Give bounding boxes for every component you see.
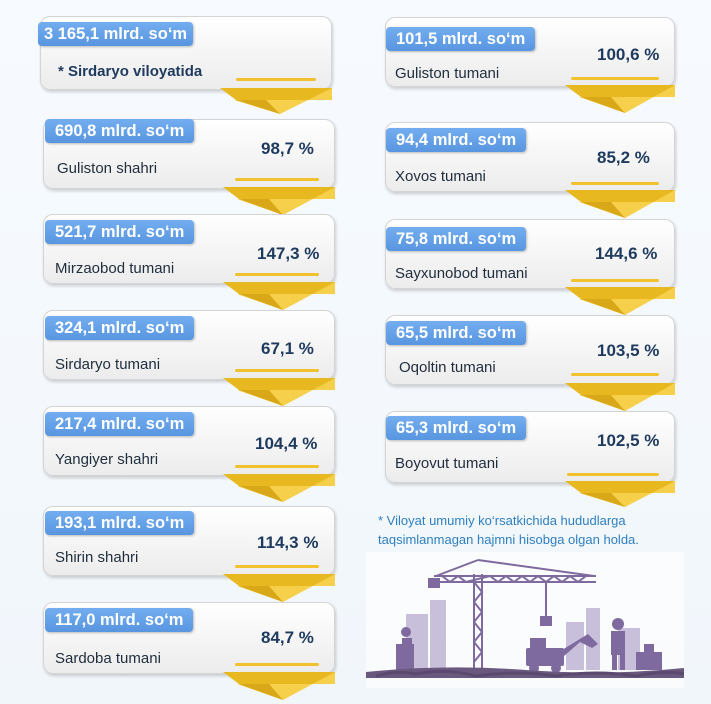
region-name: Sirdaryo tumani bbox=[55, 356, 161, 373]
ribbon-line bbox=[235, 273, 319, 276]
footnote-text: * Viloyat umumiy ko‘rsatkichida hududlar… bbox=[378, 513, 639, 547]
region-card-mirzaobod-tumani: 521,7 mlrd. so‘m Mirzaobod tumani 147,3 … bbox=[43, 214, 335, 310]
ribbon-decoration bbox=[223, 187, 335, 215]
region-card-sirdaryo-tumani: 324,1 mlrd. so‘m Sirdaryo tumani 67,1 % bbox=[43, 310, 335, 406]
region-amount: 690,8 mlrd. so‘m bbox=[45, 119, 195, 143]
region-name: Sardoba tumani bbox=[55, 650, 161, 667]
ribbon-decoration bbox=[223, 574, 335, 602]
total-amount: 3 165,1 mlrd. so‘m bbox=[38, 22, 194, 46]
region-percent: 85,2 % bbox=[597, 148, 650, 167]
ribbon-line bbox=[235, 465, 319, 468]
ribbon-line bbox=[571, 77, 659, 80]
region-card-oqoltin-tumani: 65,5 mlrd. so‘m Oqoltin tumani 103,5 % bbox=[385, 315, 677, 411]
region-name: Yangiyer shahri bbox=[55, 451, 159, 468]
region-card-guliston-tumani: 101,5 mlrd. so‘m Guliston tumani 100,6 % bbox=[385, 17, 677, 113]
region-name: Guliston shahri bbox=[57, 160, 158, 177]
region-card-guliston-shahri: 690,8 mlrd. so‘m Guliston shahri 98,7 % bbox=[43, 119, 335, 215]
ribbon-decoration bbox=[220, 88, 332, 114]
region-amount: 117,0 mlrd. so‘m bbox=[45, 608, 194, 632]
ribbon-decoration bbox=[565, 481, 675, 507]
region-card-boyovut-tumani: 65,3 mlrd. so‘m Boyovut tumani 102,5 % bbox=[385, 411, 677, 507]
ribbon-line bbox=[571, 182, 659, 185]
region-percent: 114,3 % bbox=[257, 533, 319, 552]
region-percent: 67,1 % bbox=[261, 339, 314, 358]
region-card-xovos-tumani: 94,4 mlrd. so‘m Xovos tumani 85,2 % bbox=[385, 122, 677, 218]
ribbon-line bbox=[571, 279, 659, 282]
ribbon-line bbox=[235, 178, 319, 181]
ribbon-decoration bbox=[223, 474, 335, 502]
ribbon-line bbox=[236, 78, 316, 81]
ribbon-decoration bbox=[565, 190, 675, 218]
region-amount: 217,4 mlrd. so‘m bbox=[45, 412, 195, 436]
construction-site-icon bbox=[366, 552, 684, 688]
ribbon-line bbox=[235, 369, 319, 372]
region-percent: 84,7 % bbox=[261, 628, 314, 647]
region-card-sayxunobod-tumani: 75,8 mlrd. so‘m Sayxunobod tumani 144,6 … bbox=[385, 219, 677, 315]
ribbon-decoration bbox=[565, 287, 675, 315]
region-amount: 101,5 mlrd. so‘m bbox=[386, 27, 536, 51]
region-percent: 100,6 % bbox=[597, 45, 660, 64]
region-name: Shirin shahri bbox=[55, 549, 139, 566]
region-amount: 324,1 mlrd. so‘m bbox=[45, 316, 195, 340]
region-name: Oqoltin tumani bbox=[399, 359, 496, 376]
region-name: Guliston tumani bbox=[395, 65, 500, 82]
region-percent: 104,4 % bbox=[255, 434, 318, 453]
region-amount: 521,7 mlrd. so‘m bbox=[45, 220, 195, 244]
ribbon-line bbox=[235, 565, 319, 568]
region-amount: 193,1 mlrd. so‘m bbox=[45, 511, 195, 535]
region-percent: 147,3 % bbox=[257, 244, 320, 263]
region-card-sardoba-tumani: 117,0 mlrd. so‘m Sardoba tumani 84,7 % bbox=[43, 602, 335, 700]
region-name: Sayxunobod tumani bbox=[395, 265, 528, 282]
total-card: 3 165,1 mlrd. so‘m * Sirdaryo viloyatida bbox=[38, 16, 332, 114]
ribbon-decoration bbox=[223, 378, 335, 406]
ribbon-decoration bbox=[223, 282, 335, 310]
region-name: Xovos tumani bbox=[395, 168, 486, 185]
region-amount: 75,8 mlrd. so‘m bbox=[386, 227, 527, 251]
region-amount: 65,3 mlrd. so‘m bbox=[386, 416, 527, 440]
region-name: Mirzaobod tumani bbox=[55, 260, 175, 277]
region-card-shirin-shahri: 193,1 mlrd. so‘m Shirin shahri 114,3 % bbox=[43, 506, 335, 602]
region-percent: 103,5 % bbox=[597, 341, 660, 360]
ribbon-decoration bbox=[223, 672, 335, 700]
ribbon-decoration bbox=[565, 383, 675, 411]
ribbon-decoration bbox=[565, 85, 675, 113]
ribbon-line bbox=[571, 373, 659, 376]
region-card-yangiyer-shahri: 217,4 mlrd. so‘m Yangiyer shahri 104,4 % bbox=[43, 406, 335, 502]
region-amount: 65,5 mlrd. so‘m bbox=[386, 321, 527, 345]
total-label: * Sirdaryo viloyatida bbox=[58, 63, 203, 80]
region-percent: 144,6 % bbox=[595, 244, 658, 263]
region-name: Boyovut tumani bbox=[395, 455, 499, 472]
region-amount: 94,4 mlrd. so‘m bbox=[386, 128, 527, 152]
ribbon-line bbox=[567, 473, 659, 476]
region-percent: 102,5 % bbox=[597, 431, 660, 450]
region-percent: 98,7 % bbox=[261, 139, 314, 158]
ribbon-line bbox=[235, 663, 319, 666]
